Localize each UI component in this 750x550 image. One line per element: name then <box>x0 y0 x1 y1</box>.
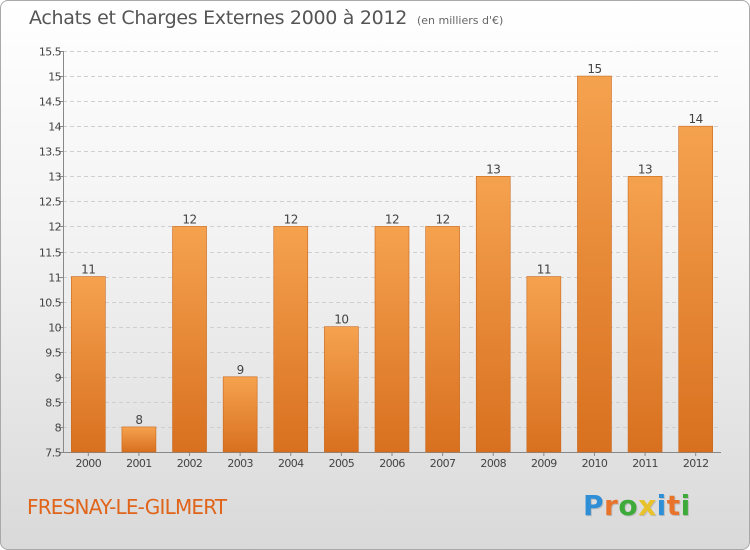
axes: 7.5 8 8.5 9 9.5 10 10.5 11 11.5 12 12.5 13 13.5 14 14.… <box>39 46 721 460</box>
bar-value-label: 14 <box>689 112 703 126</box>
bar-value-label: 12 <box>435 212 449 226</box>
bar-value-label: 11 <box>81 263 95 277</box>
x-tick-label: 2010 <box>582 457 608 470</box>
x-tick-label: 2001 <box>126 457 152 470</box>
y-tick-label: 10.5 <box>39 297 62 310</box>
logo-letter: P <box>583 489 605 522</box>
bar[interactable] <box>577 75 612 453</box>
x-tick-label: 2009 <box>531 457 557 470</box>
y-tick-label: 10 <box>48 322 61 335</box>
bar[interactable] <box>475 176 511 453</box>
bar[interactable] <box>425 226 460 453</box>
logo-letter: r <box>604 489 619 522</box>
bar[interactable] <box>324 326 359 453</box>
y-tick-label: 8 <box>55 422 62 435</box>
proxiti-logo[interactable]: Proxiti <box>583 489 691 522</box>
bar-value-label: 13 <box>638 162 652 176</box>
y-tick-label: 7.5 <box>45 447 61 460</box>
logo-letter: o <box>618 489 639 522</box>
x-tick-label: 2006 <box>379 457 405 470</box>
bar[interactable] <box>121 426 157 453</box>
bar[interactable] <box>71 276 106 453</box>
chart-title: Achats et Charges Externes 2000 à 2012 <box>29 7 408 29</box>
x-tick-label: 2012 <box>683 457 709 470</box>
y-tick-label: 15.5 <box>39 46 62 59</box>
x-tick-label: 2000 <box>76 457 102 470</box>
bar-value-label: 9 <box>237 363 244 377</box>
y-tick-label: 13 <box>48 171 61 184</box>
y-tick-label: 12 <box>48 221 61 234</box>
y-tick-label: 14.5 <box>39 96 62 109</box>
y-tick-label: 11 <box>48 272 61 285</box>
x-tick-label: 2008 <box>480 457 506 470</box>
y-tick-label: 15 <box>48 71 61 84</box>
bar-value-label: 12 <box>284 212 298 226</box>
bar-value-label: 12 <box>182 212 196 226</box>
x-tick-label: 2011 <box>632 457 658 470</box>
y-tick-label: 12.5 <box>39 196 62 209</box>
bar-value-label: 15 <box>587 62 601 76</box>
x-tick-label: 2007 <box>430 457 456 470</box>
y-tick-label: 9.5 <box>45 347 61 360</box>
bar[interactable] <box>172 226 207 453</box>
bars <box>71 75 713 453</box>
labels: 11 2000 8 2001 12 2002 9 2003 12 2004 10 2005 12 2006… <box>76 62 710 470</box>
y-tick-label: 8.5 <box>45 397 61 410</box>
x-tick-label: 2005 <box>329 457 355 470</box>
y-tick-label: 13.5 <box>39 146 62 159</box>
y-tick-label: 14 <box>48 121 61 134</box>
x-tick-label: 2004 <box>278 457 304 470</box>
bar[interactable] <box>273 226 309 453</box>
bar-value-label: 13 <box>486 162 500 176</box>
bar[interactable] <box>222 376 258 453</box>
x-tick-label: 2002 <box>177 457 203 470</box>
logo-letter: i <box>656 489 667 522</box>
unit-note: (en milliers d'€) <box>417 14 504 27</box>
bar[interactable] <box>678 125 713 453</box>
bar-value-label: 11 <box>537 263 551 277</box>
logo-letter: t <box>666 489 681 522</box>
logo-letter: x <box>638 489 657 522</box>
bar[interactable] <box>374 226 410 453</box>
x-tick-label: 2003 <box>227 457 253 470</box>
bar-value-label: 10 <box>334 313 348 327</box>
y-tick-label: 9 <box>55 372 62 385</box>
bar[interactable] <box>627 176 663 453</box>
bar-value-label: 8 <box>135 413 142 427</box>
bar-value-label: 12 <box>385 212 399 226</box>
bar[interactable] <box>526 276 562 453</box>
y-tick-label: 11.5 <box>39 247 62 260</box>
commune-name: FRESNAY-LE-GILMERT <box>27 495 227 519</box>
logo-letter: i <box>680 489 691 522</box>
